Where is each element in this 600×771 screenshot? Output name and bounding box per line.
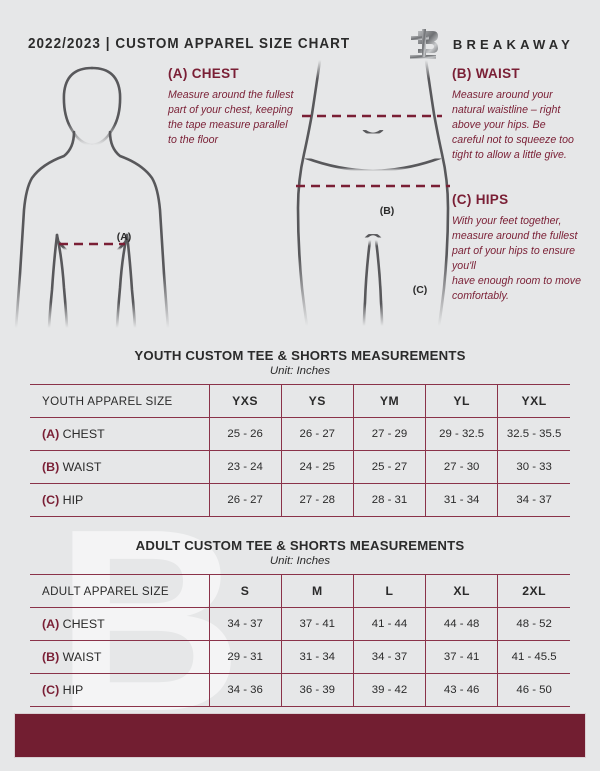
note-hips: (C) HIPS With your feet together, measur… [452,192,584,304]
adult-chest-l: 41 - 44 [352,607,426,641]
youth-hip-yxs: 26 - 27 [208,483,282,517]
adult-chest-s: 34 - 37 [208,607,282,641]
adult-size-l: L [352,574,426,608]
chest-line-label: (A) [116,231,132,243]
note-waist: (B) WAIST Measure around your natural wa… [452,66,578,163]
youth-size-yxs: YXS [208,384,282,418]
youth-waist-ym: 25 - 27 [352,450,426,484]
youth-waist-ys: 24 - 25 [280,450,354,484]
youth-chest-ym: 27 - 29 [352,417,426,451]
adult-waist-l: 34 - 37 [352,640,426,674]
table-header-row: YOUTH APPAREL SIZE YXS YS YM YL YXL [30,384,570,418]
youth-size-yl: YL [425,384,498,418]
page-header: 2022/2023 | CUSTOM APPAREL SIZE CHART [0,0,600,62]
youth-hip-yl: 31 - 34 [425,483,498,517]
youth-waist-yl: 27 - 30 [425,450,498,484]
adult-header-label: ADULT APPAREL SIZE [30,574,209,608]
lower-body-outline [296,58,450,328]
table-row: (C) HIP 34 - 36 36 - 39 39 - 42 43 - 46 … [30,673,570,707]
table-row: (A) CHEST 34 - 37 37 - 41 41 - 44 44 - 4… [30,607,570,641]
adult-row-chest-label: (A) CHEST [30,607,209,641]
youth-row-waist-label: (B) WAIST [30,450,209,484]
youth-chest-yl: 29 - 32.5 [425,417,498,451]
adult-size-xl: XL [425,574,498,608]
breakaway-b-monogram-icon [409,29,438,59]
header-separator: | [105,36,111,52]
note-waist-heading: (B) WAIST [452,66,520,81]
adult-chest-xl: 44 - 48 [425,607,498,641]
youth-chest-ys: 26 - 27 [280,417,354,451]
waist-line-label: (B) [379,205,395,217]
youth-header-label: YOUTH APPAREL SIZE [30,384,209,418]
youth-chest-yxl: 32.5 - 35.5 [497,417,570,451]
note-chest: (A) CHEST Measure around the fullest par… [168,66,296,148]
youth-waist-yxl: 30 - 33 [497,450,570,484]
table-row: (C) HIP 26 - 27 27 - 28 28 - 31 31 - 34 … [30,483,570,517]
youth-size-table: YOUTH APPAREL SIZE YXS YS YM YL YXL (A) … [30,384,570,517]
adult-table-title: ADULT CUSTOM TEE & SHORTS MEASUREMENTS [135,538,465,553]
youth-size-yxl: YXL [497,384,570,418]
adult-table-unit: Unit: Inches [269,555,331,567]
table-header-row: ADULT APPAREL SIZE S M L XL 2XL [30,574,570,608]
youth-section: YOUTH CUSTOM TEE & SHORTS MEASUREMENTS U… [0,348,600,517]
note-waist-body: Measure around your natural waistline – … [452,89,574,162]
youth-row-chest-label: (A) CHEST [30,417,209,451]
youth-hip-yxl: 34 - 37 [497,483,570,517]
adult-hip-2xl: 46 - 50 [497,673,570,707]
hips-line-label: (C) [412,284,428,296]
adult-waist-m: 31 - 34 [280,640,354,674]
note-hips-heading: (C) HIPS [452,192,509,207]
adult-size-table: ADULT APPAREL SIZE S M L XL 2XL (A) CHES… [30,574,570,707]
adult-chest-m: 37 - 41 [280,607,354,641]
adult-row-waist-label: (B) WAIST [30,640,209,674]
measurement-diagram: (A) [0,58,600,344]
adult-hip-xl: 43 - 46 [425,673,498,707]
adult-hip-m: 36 - 39 [280,673,354,707]
youth-row-hip-label: (C) HIP [30,483,209,517]
table-row: (B) WAIST 29 - 31 31 - 34 34 - 37 37 - 4… [30,640,570,674]
adult-waist-s: 29 - 31 [208,640,282,674]
youth-chest-yxs: 25 - 26 [208,417,282,451]
adult-size-2xl: 2XL [497,574,570,608]
table-row: (B) WAIST 23 - 24 24 - 25 25 - 27 27 - 3… [30,450,570,484]
adult-waist-xl: 37 - 41 [425,640,498,674]
page-title: 2022/2023 | CUSTOM APPAREL SIZE CHART [28,36,350,52]
youth-table-title: YOUTH CUSTOM TEE & SHORTS MEASUREMENTS [134,348,466,363]
brand-name: BREAKAWAY [452,36,574,52]
note-chest-body: Measure around the fullest part of your … [168,89,294,147]
note-chest-heading: (A) CHEST [168,66,239,81]
youth-size-ys: YS [280,384,354,418]
youth-size-ym: YM [352,384,426,418]
header-title-text: CUSTOM APPAREL SIZE CHART [115,36,351,52]
adult-hip-l: 39 - 42 [352,673,426,707]
youth-hip-ys: 27 - 28 [280,483,354,517]
header-year: 2022/2023 [28,36,101,52]
table-row: (A) CHEST 25 - 26 26 - 27 27 - 29 29 - 3… [30,417,570,451]
adult-waist-2xl: 41 - 45.5 [497,640,570,674]
youth-hip-ym: 28 - 31 [352,483,426,517]
brand-lockup: BREAKAWAY [409,27,574,61]
maroon-footer-bar [14,713,586,758]
adult-size-m: M [280,574,354,608]
note-hips-body: With your feet together, measure around … [452,215,581,303]
youth-waist-yxs: 23 - 24 [208,450,282,484]
adult-hip-s: 34 - 36 [208,673,282,707]
adult-row-hip-label: (C) HIP [30,673,209,707]
adult-chest-2xl: 48 - 52 [497,607,570,641]
adult-section: ADULT CUSTOM TEE & SHORTS MEASUREMENTS U… [0,538,600,707]
front-torso-outline [14,66,170,330]
adult-size-s: S [208,574,282,608]
youth-table-unit: Unit: Inches [269,365,331,377]
